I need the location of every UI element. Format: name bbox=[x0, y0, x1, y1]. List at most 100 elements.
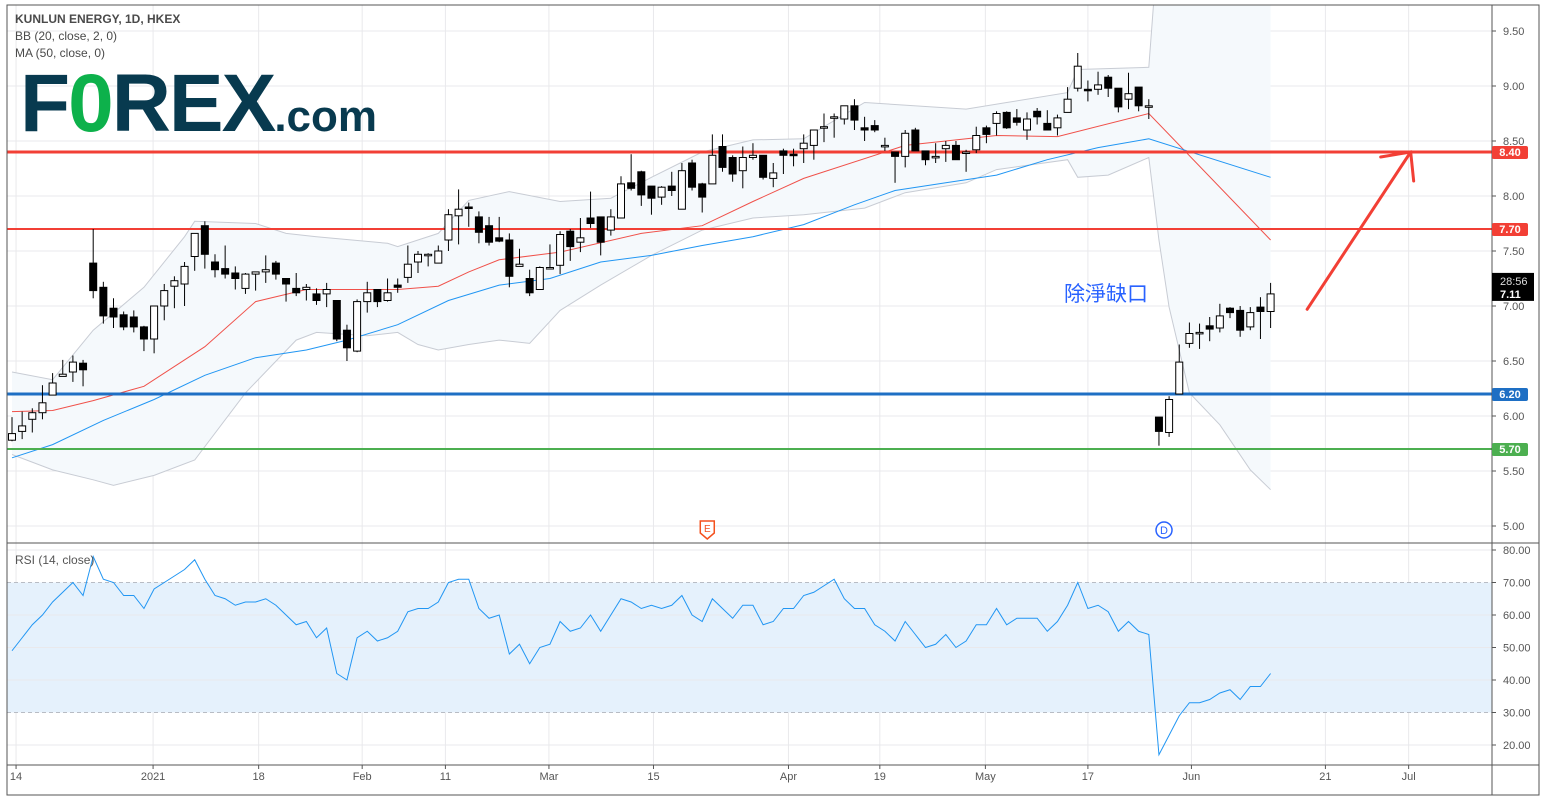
candle bbox=[48, 373, 57, 396]
time-tick-label: Jul bbox=[1402, 771, 1416, 783]
candle bbox=[799, 134, 808, 163]
time-tick-label: 21 bbox=[1319, 771, 1331, 783]
candle bbox=[1083, 80, 1092, 102]
candle bbox=[972, 126, 981, 154]
candle bbox=[891, 151, 900, 183]
candle-body-up bbox=[322, 289, 331, 295]
rsi-tick-label: 50.00 bbox=[1503, 643, 1531, 655]
candle bbox=[251, 271, 260, 291]
candle-body-up bbox=[1185, 333, 1194, 344]
ma-indicator-label[interactable]: MA (50, close, 0) bbox=[15, 46, 106, 60]
candle bbox=[211, 254, 219, 278]
candle bbox=[728, 155, 737, 182]
candle-body-up bbox=[58, 373, 67, 377]
candle-body-down bbox=[728, 157, 737, 175]
price-tick-label: 6.50 bbox=[1503, 356, 1524, 368]
candle bbox=[89, 229, 98, 299]
candle bbox=[1205, 317, 1214, 342]
candle bbox=[68, 355, 77, 382]
candle-body-down bbox=[779, 150, 788, 156]
logo-f: F bbox=[20, 58, 70, 149]
candle-body-up bbox=[1175, 361, 1184, 395]
candle-body-up bbox=[738, 157, 747, 172]
candle bbox=[1154, 416, 1163, 446]
candle bbox=[292, 273, 301, 297]
candle-body-up bbox=[535, 267, 544, 290]
candle-body-down bbox=[464, 206, 473, 209]
candle-body-down bbox=[627, 182, 636, 189]
candle-body-up bbox=[880, 144, 889, 148]
candle bbox=[261, 255, 270, 283]
candle-body-up bbox=[708, 154, 717, 185]
candle bbox=[556, 231, 565, 275]
candle-body-down bbox=[566, 230, 575, 248]
candle-body-down bbox=[312, 293, 321, 301]
candle-body-up bbox=[28, 412, 37, 420]
time-tick-label: Jun bbox=[1183, 771, 1201, 783]
rsi-tick-label: 80.00 bbox=[1503, 545, 1531, 557]
rsi-tick-label: 20.00 bbox=[1503, 740, 1531, 752]
candle bbox=[414, 251, 422, 273]
candle bbox=[667, 171, 676, 196]
candle bbox=[322, 282, 331, 308]
candle bbox=[860, 116, 869, 141]
candle bbox=[596, 216, 605, 256]
candle-body-down bbox=[271, 262, 280, 275]
candle bbox=[901, 130, 910, 168]
candle-body-down bbox=[1043, 122, 1052, 131]
candle bbox=[1266, 282, 1275, 328]
candle bbox=[282, 278, 291, 302]
candle-body-down bbox=[860, 127, 869, 131]
candle bbox=[992, 111, 1001, 136]
rsi-indicator-label[interactable]: RSI (14, close) bbox=[15, 553, 95, 567]
candle-body-up bbox=[48, 382, 57, 396]
candle bbox=[353, 299, 362, 353]
candle bbox=[1195, 323, 1204, 349]
candle bbox=[525, 269, 534, 297]
candle bbox=[58, 359, 67, 377]
time-tick-label: 18 bbox=[253, 771, 265, 783]
price-tag-label: 7.70 bbox=[1499, 224, 1520, 236]
candle bbox=[139, 325, 148, 352]
candle bbox=[99, 281, 108, 324]
candle-body-up bbox=[424, 253, 433, 257]
candle-body-up bbox=[941, 144, 950, 150]
chart-border bbox=[6, 4, 1540, 796]
last-price-tag bbox=[1492, 272, 1534, 301]
candle bbox=[241, 273, 250, 294]
candle-body-down bbox=[647, 185, 656, 199]
candle-body-up bbox=[1165, 399, 1174, 433]
candle bbox=[840, 105, 849, 125]
candle bbox=[1023, 112, 1031, 140]
dividend-marker-label[interactable]: D bbox=[1160, 525, 1168, 537]
candle-body-down bbox=[1083, 88, 1092, 92]
price-tick-label: 7.00 bbox=[1503, 301, 1524, 313]
candle-body-down bbox=[495, 237, 504, 242]
bb-indicator-label[interactable]: BB (20, close, 2, 0) bbox=[15, 29, 118, 43]
price-tag-8.40 bbox=[1492, 146, 1528, 159]
candle bbox=[1073, 53, 1082, 92]
candle bbox=[1175, 344, 1184, 395]
price-tick-label: 8.00 bbox=[1503, 191, 1524, 203]
candle-body-up bbox=[1124, 93, 1133, 100]
candle-body-up bbox=[150, 305, 159, 340]
candle-body-up bbox=[302, 286, 311, 290]
candle bbox=[342, 324, 351, 361]
candle-body-down bbox=[870, 125, 879, 131]
candle-body-down bbox=[231, 272, 240, 279]
candle bbox=[779, 148, 788, 174]
price-tag-6.20 bbox=[1492, 388, 1528, 401]
candle-body-down bbox=[282, 278, 291, 285]
candle-body-down bbox=[211, 261, 219, 271]
candle bbox=[951, 141, 960, 161]
candle-body-up bbox=[68, 361, 77, 373]
trend-arrow-head bbox=[1379, 150, 1416, 183]
rsi-tick-label: 30.00 bbox=[1503, 708, 1531, 720]
rsi-tick-label: 40.00 bbox=[1503, 675, 1531, 687]
time-tick-label: 14 bbox=[10, 771, 22, 783]
earnings-marker-label[interactable]: E bbox=[704, 524, 711, 535]
candle-body-up bbox=[1073, 65, 1082, 89]
candle bbox=[1104, 75, 1113, 97]
candle bbox=[231, 266, 240, 290]
